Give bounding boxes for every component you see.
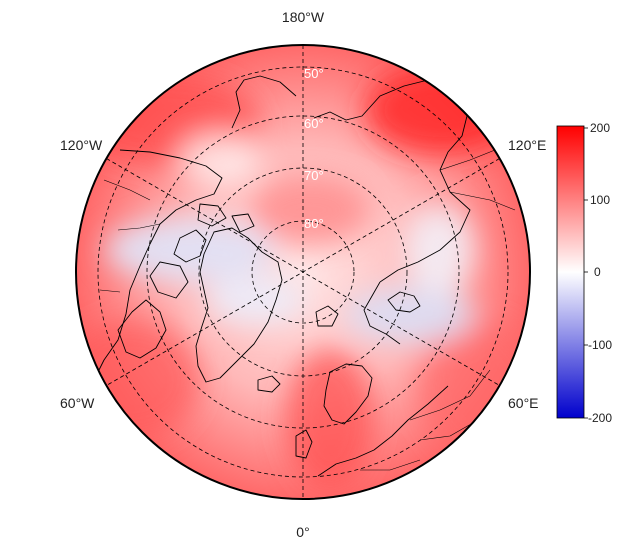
- lon-label-bottom: 0°: [296, 524, 309, 540]
- canada-borders: [99, 179, 161, 293]
- coastlines: [95, 75, 516, 477]
- colorbar-tick-200: 200: [590, 121, 610, 135]
- taymyr-coast: [363, 281, 401, 345]
- lat-label-50: 50°: [304, 66, 324, 81]
- lon-label-lower-left: 60°W: [60, 395, 95, 411]
- hudson-bay: [117, 299, 167, 359]
- greenland-coast: [195, 227, 283, 383]
- siberia-coast: [313, 79, 471, 283]
- meridian-120: [106, 158, 500, 386]
- lat-label-60: 60°: [304, 116, 324, 131]
- lat-label-70: 70°: [304, 168, 324, 183]
- canada-archipelago: [149, 203, 255, 299]
- alaska-coast: [231, 75, 297, 129]
- svalbard: [315, 305, 339, 327]
- iceland: [257, 375, 281, 393]
- colorbar-tick-neg200: -200: [588, 411, 612, 425]
- colorbar-tick-neg100: -100: [588, 338, 612, 352]
- lon-label-top: 180°W: [282, 9, 325, 25]
- colorbar-tick-100: 100: [590, 193, 610, 207]
- colorbar-tick-0: 0: [594, 265, 601, 279]
- colorbar: 200 100 0 -100 -200: [556, 121, 612, 425]
- colorbar-gradient: [556, 125, 585, 419]
- anomaly-field: [76, 45, 530, 499]
- lon-labels: 180°W 0° 120°W 120°E 60°W 60°E: [60, 9, 546, 540]
- lat-circle-60: [146, 115, 460, 429]
- lon-label-upper-right: 120°E: [508, 137, 546, 153]
- lon-label-lower-right: 60°E: [508, 395, 539, 411]
- north-america-coast: [95, 149, 223, 377]
- europe-coast: [317, 385, 449, 477]
- lon-label-upper-left: 120°W: [60, 137, 103, 153]
- novaya-zemlya: [387, 291, 421, 313]
- lat-label-80: 80°: [304, 216, 324, 231]
- graticule: [97, 45, 509, 499]
- map-boundary: [75, 44, 531, 500]
- scandinavia-coast: [323, 363, 373, 425]
- british-isles: [295, 429, 313, 459]
- lat-circle-50: [97, 66, 509, 478]
- lat-labels: 50° 60° 70° 80°: [304, 66, 324, 231]
- asia-borders: [360, 149, 516, 471]
